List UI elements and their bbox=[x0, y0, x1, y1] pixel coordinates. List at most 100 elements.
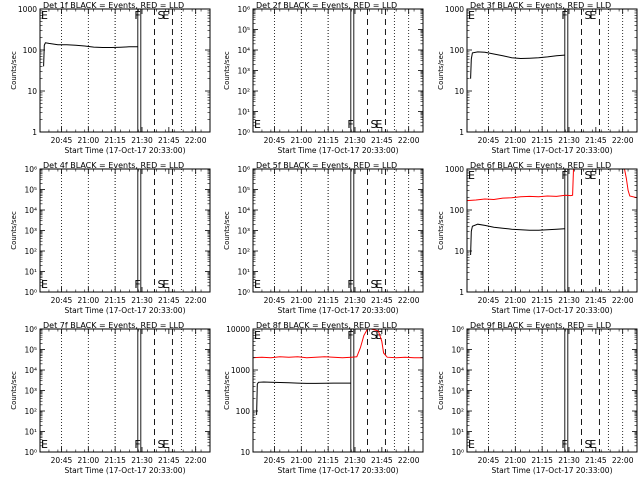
x-tick-label: 22:00 bbox=[612, 136, 634, 145]
x-tick-label: 21:45 bbox=[585, 456, 607, 465]
x-tick-label: 22:00 bbox=[398, 296, 420, 305]
flare-end-label: E bbox=[589, 438, 596, 451]
y-axis-label: Counts/sec bbox=[10, 211, 18, 250]
x-tick-label: 20:45 bbox=[264, 296, 286, 305]
x-tick-label: 22:00 bbox=[398, 136, 420, 145]
plot-frame bbox=[40, 169, 210, 292]
y-tick-label: 10¹ bbox=[451, 428, 464, 437]
plot-frame bbox=[467, 329, 637, 452]
x-tick-label: 21:00 bbox=[505, 296, 527, 305]
y-tick-label: 10⁰ bbox=[24, 288, 37, 297]
flare-start-label: F bbox=[134, 438, 140, 451]
x-axis-label: Start Time (17-Oct-17 20:33:00) bbox=[277, 146, 398, 155]
y-tick-label: 1 bbox=[32, 128, 37, 137]
y-tick-label: 1 bbox=[459, 128, 464, 137]
x-axis-label: Start Time (17-Oct-17 20:33:00) bbox=[491, 306, 612, 315]
x-axis-label: Start Time (17-Oct-17 20:33:00) bbox=[491, 146, 612, 155]
x-tick-label: 22:00 bbox=[612, 456, 634, 465]
x-axis-label: Start Time (17-Oct-17 20:33:00) bbox=[64, 306, 185, 315]
y-tick-label: 10⁶ bbox=[24, 325, 37, 334]
x-tick-label: 21:45 bbox=[371, 296, 393, 305]
x-tick-label: 21:00 bbox=[505, 456, 527, 465]
y-tick-label: 10⁵ bbox=[237, 26, 250, 35]
plot-frame bbox=[253, 329, 423, 452]
x-tick-label: 21:15 bbox=[531, 296, 553, 305]
y-axis-label: Counts/sec bbox=[223, 211, 231, 250]
x-tick-label: 21:15 bbox=[531, 136, 553, 145]
chart-panel: Det 5f BLACK = Events, RED = LLDF SEE10⁰1… bbox=[223, 161, 423, 315]
x-tick-label: 21:30 bbox=[131, 296, 153, 305]
flare-end-label: E bbox=[375, 118, 382, 131]
x-tick-label: 22:00 bbox=[398, 456, 420, 465]
y-axis-label: Counts/sec bbox=[437, 371, 445, 410]
y-tick-label: 10⁰ bbox=[237, 288, 250, 297]
y-tick-label: 1000 bbox=[445, 5, 464, 14]
x-tick-label: 21:30 bbox=[558, 296, 580, 305]
x-tick-label: 21:30 bbox=[558, 456, 580, 465]
y-tick-label: 10⁴ bbox=[451, 366, 464, 375]
x-tick-label: 21:45 bbox=[158, 136, 180, 145]
y-tick-label: 10 bbox=[27, 87, 37, 96]
x-tick-label: 20:45 bbox=[478, 136, 500, 145]
y-tick-label: 100 bbox=[236, 407, 251, 416]
y-tick-label: 100 bbox=[23, 46, 38, 55]
x-tick-label: 20:45 bbox=[51, 456, 73, 465]
y-tick-label: 10⁶ bbox=[24, 165, 37, 174]
y-tick-label: 10³ bbox=[24, 227, 37, 236]
x-tick-label: 21:15 bbox=[317, 296, 339, 305]
x-axis-label: Start Time (17-Oct-17 20:33:00) bbox=[64, 466, 185, 475]
y-tick-label: 10⁵ bbox=[237, 186, 250, 195]
y-tick-label: 10⁴ bbox=[237, 206, 250, 215]
y-tick-label: 10³ bbox=[237, 227, 250, 236]
x-tick-label: 21:00 bbox=[505, 136, 527, 145]
x-tick-label: 21:45 bbox=[585, 136, 607, 145]
y-tick-label: 10⁰ bbox=[237, 128, 250, 137]
x-axis-label: Start Time (17-Oct-17 20:33:00) bbox=[277, 306, 398, 315]
flare-start-label: F bbox=[347, 118, 353, 131]
x-tick-label: 21:00 bbox=[78, 456, 100, 465]
x-tick-label: 21:30 bbox=[344, 296, 366, 305]
y-axis-label: Counts/sec bbox=[223, 371, 231, 410]
x-tick-label: 21:30 bbox=[344, 456, 366, 465]
y-tick-label: 10⁰ bbox=[451, 448, 464, 457]
x-tick-label: 20:45 bbox=[51, 136, 73, 145]
y-tick-label: 10¹ bbox=[24, 428, 37, 437]
x-tick-label: 22:00 bbox=[185, 136, 207, 145]
x-tick-label: 21:30 bbox=[131, 136, 153, 145]
x-tick-label: 21:15 bbox=[104, 136, 126, 145]
x-tick-label: 21:45 bbox=[371, 136, 393, 145]
x-tick-label: 21:30 bbox=[558, 136, 580, 145]
y-tick-label: 10⁵ bbox=[451, 346, 464, 355]
x-tick-label: 20:45 bbox=[264, 136, 286, 145]
plot-frame bbox=[40, 329, 210, 452]
plot-frame bbox=[467, 169, 637, 292]
data-series-line bbox=[471, 52, 565, 79]
y-axis-label: Counts/sec bbox=[10, 371, 18, 410]
x-tick-label: 21:30 bbox=[344, 136, 366, 145]
y-tick-label: 10⁵ bbox=[24, 186, 37, 195]
y-axis-label: Counts/sec bbox=[223, 51, 231, 90]
x-tick-label: 21:15 bbox=[317, 456, 339, 465]
x-tick-label: 21:45 bbox=[585, 296, 607, 305]
x-tick-label: 21:15 bbox=[104, 296, 126, 305]
y-tick-label: 10³ bbox=[24, 387, 37, 396]
flare-start-label: F bbox=[347, 278, 353, 291]
x-tick-label: 21:00 bbox=[78, 136, 100, 145]
flare-end-label: E bbox=[162, 438, 169, 451]
y-tick-label: 10² bbox=[451, 407, 464, 416]
data-series-line bbox=[467, 169, 637, 201]
chart-panel: Det 7f BLACK = Events, RED = LLDF SEE10⁰1… bbox=[10, 321, 210, 475]
y-tick-label: 10⁶ bbox=[237, 5, 250, 14]
x-tick-label: 20:45 bbox=[51, 296, 73, 305]
data-series-line bbox=[44, 43, 138, 67]
y-tick-label: 100 bbox=[450, 206, 465, 215]
x-tick-label: 20:45 bbox=[264, 456, 286, 465]
y-tick-label: 1000 bbox=[231, 366, 250, 375]
y-tick-label: 10⁴ bbox=[237, 46, 250, 55]
plot-frame bbox=[40, 9, 210, 132]
y-axis-label: Counts/sec bbox=[10, 51, 18, 90]
flare-end-label: E bbox=[162, 9, 169, 22]
